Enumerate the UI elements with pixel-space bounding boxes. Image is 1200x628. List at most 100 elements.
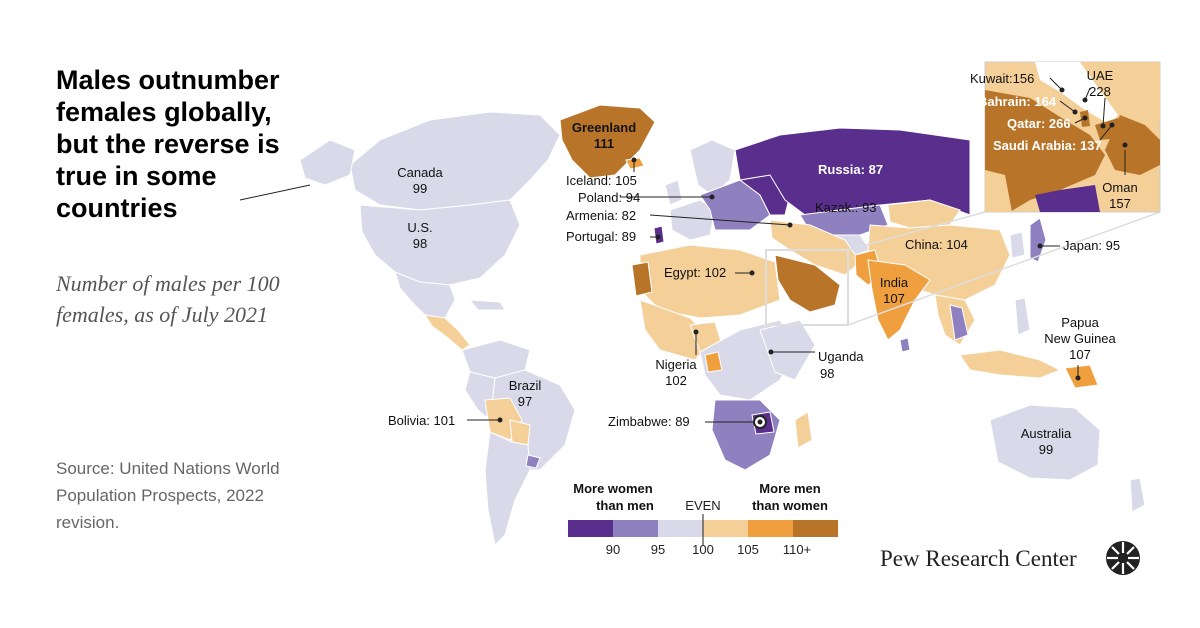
legend-left-label-1: More women [573,481,653,496]
label-kazak: Kazak.: 93 [815,200,876,215]
region-central-america [423,314,471,351]
leader-dots [497,87,1128,423]
region-australia [989,404,1101,481]
label-uganda-value: 98 [820,366,834,381]
legend-swatch-lt90 [568,520,613,537]
region-western-sahara [631,261,653,297]
region-indonesia [959,349,1062,379]
region-new-zealand [1129,477,1146,513]
region-japan [1029,217,1047,263]
legend-right-label-1: More men [759,481,820,496]
inset-gulf-water [1035,62,1118,125]
region-scandinavia [689,139,736,196]
label-greenland-name: Greenland [572,120,636,135]
label-png-line2: New Guinea [1044,331,1116,346]
source-note: Source: United Nations World Population … [56,459,280,532]
label-china: China: 104 [905,237,968,252]
label-russia: Russia: 87 [818,162,883,177]
legend: More women than men EVEN More men than w… [568,481,838,557]
label-us-value: 98 [413,236,427,251]
land-shapes [299,104,1146,547]
region-paraguay [509,419,531,446]
pew-logo-icon [1106,541,1140,575]
legend-tick-90: 90 [606,542,620,557]
inset-yemen [1035,185,1100,212]
legend-right-label-2: than women [752,498,828,513]
label-canada-name: Canada [397,165,443,180]
inset-africa-horn [985,170,1012,212]
region-uk [664,179,683,206]
region-alaska [299,139,356,186]
brand-name: Pew Research Center [880,546,1077,571]
region-png [1064,364,1099,389]
region-philippines [1014,297,1031,336]
legend-swatch-105-110 [748,520,793,537]
label-brazil-value: 97 [518,394,532,409]
legend-tick-100: 100 [692,542,714,557]
label-australia-value: 99 [1039,442,1053,457]
region-turkey-iran [769,219,861,276]
page-title: Males outnumber females globally, but th… [56,65,280,223]
label-png-line1: Papua [1061,315,1099,330]
label-nigeria-name: Nigeria [655,357,697,372]
gulf-inset [984,61,1161,213]
region-east-africa [759,319,816,381]
label-iceland: Iceland: 105 [566,173,637,188]
inset-locator-box [765,249,849,326]
region-gabon [704,351,723,373]
inset-iran [1080,62,1160,120]
region-argentina-chile [484,431,531,547]
label-bahrain: Bahrain: 164 [978,94,1057,109]
label-portugal: Portugal: 89 [566,229,636,244]
legend-swatch-110p [793,520,838,537]
legend-swatch-100-105 [703,520,748,537]
region-west-africa [639,299,713,361]
label-japan: Japan: 95 [1063,238,1120,253]
region-caribbean [468,299,506,311]
legend-swatch-95-100 [658,520,703,537]
label-us-name: U.S. [407,220,432,235]
region-canada [349,111,561,211]
region-us [359,199,521,286]
country-labels: Greenland 111 Canada 99 U.S. 98 Iceland:… [388,68,1138,457]
region-madagascar [794,411,813,449]
legend-swatch-90-95 [613,520,658,537]
label-canada-value: 99 [413,181,427,196]
label-uae-value: 228 [1089,84,1111,99]
inset-saudi [985,90,1105,212]
region-western-europe [669,199,716,241]
legend-tick-110p: 110+ [783,542,811,557]
label-zimbabwe: Zimbabwe: 89 [608,414,690,429]
label-greenland-value: 111 [594,136,614,151]
label-poland: Poland: 94 [578,190,640,205]
legend-even-label: EVEN [685,498,720,513]
label-nigeria-value: 102 [665,373,687,388]
inset-connector-2 [847,211,1161,326]
label-oman-value: 157 [1109,196,1131,211]
label-brazil-name: Brazil [509,378,542,393]
zimbabwe-marker-dot [757,419,763,425]
label-uganda-name: Uganda [818,349,864,364]
region-arabia [774,254,841,313]
legend-left-label-2: than men [596,498,654,513]
region-sri-lanka [899,337,911,353]
label-india-name: India [880,275,909,290]
legend-tick-95: 95 [651,542,665,557]
label-egypt: Egypt: 102 [664,265,726,280]
page-subtitle: Number of males per 100 females, as of J… [56,271,280,327]
label-kuwait: Kuwait:156 [970,71,1034,86]
region-korea [1009,231,1026,259]
label-armenia: Armenia: 82 [566,208,636,223]
legend-tick-105: 105 [737,542,759,557]
label-india-value: 107 [883,291,905,306]
region-thailand [949,304,969,341]
label-oman-name: Oman [1102,180,1137,195]
label-png-value: 107 [1069,347,1091,362]
inset-connector-1 [847,211,986,251]
region-southern-africa [711,399,781,471]
region-north-africa [639,244,781,319]
label-uae-name: UAE [1087,68,1114,83]
label-bolivia: Bolivia: 101 [388,413,455,428]
label-qatar: Qatar: 266 [1007,116,1071,131]
region-india [867,259,931,341]
